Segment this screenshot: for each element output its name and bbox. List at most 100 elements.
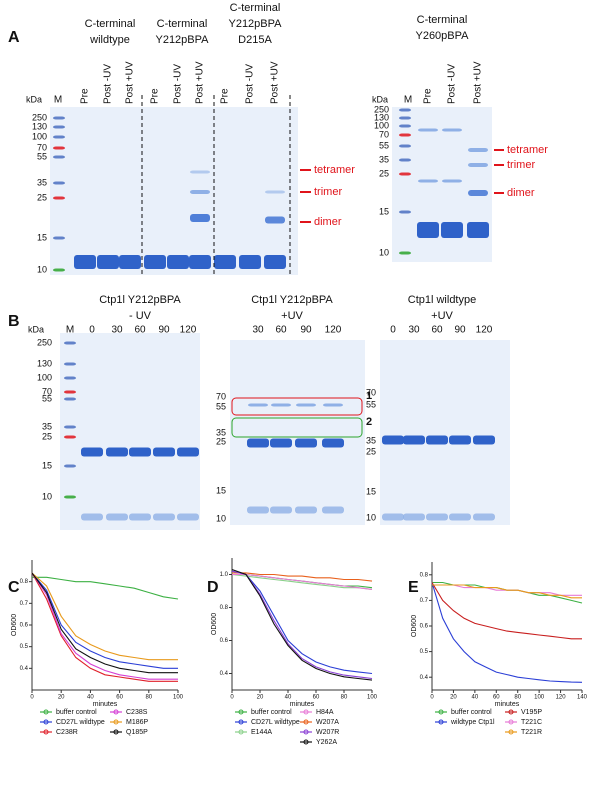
gel-band bbox=[382, 435, 404, 445]
box-label: 2 bbox=[366, 416, 372, 428]
gel-band bbox=[399, 116, 411, 120]
lane-group-header: Y212pBPA bbox=[228, 18, 282, 30]
marker-size: 10 bbox=[216, 513, 226, 523]
gel-band bbox=[399, 172, 411, 176]
gel-band bbox=[441, 222, 463, 238]
legend-marker bbox=[43, 709, 49, 715]
marker-size: 55 bbox=[216, 401, 226, 411]
gel-band bbox=[167, 255, 189, 269]
x-tick-label: 120 bbox=[556, 695, 567, 701]
y-tick-label: 0.4 bbox=[220, 671, 229, 677]
lane-label: 0 bbox=[390, 325, 396, 336]
legend-marker bbox=[113, 709, 119, 715]
marker-size: 35 bbox=[37, 177, 47, 187]
y-tick-label: 0.4 bbox=[20, 666, 29, 672]
legend-label: CD27L wildtype bbox=[56, 719, 105, 726]
legend-marker bbox=[438, 709, 444, 715]
band-label: trimer bbox=[314, 186, 342, 198]
marker-lane-label: M bbox=[54, 95, 62, 106]
panel-label: C bbox=[8, 579, 20, 596]
gel-band bbox=[97, 255, 119, 269]
gel-band bbox=[81, 513, 103, 521]
highlight-box bbox=[231, 417, 363, 438]
gel-band bbox=[64, 464, 76, 468]
legend-marker bbox=[43, 729, 49, 735]
marker-size: 10 bbox=[379, 247, 389, 257]
gel-band bbox=[239, 255, 261, 269]
y-tick-label: 0.8 bbox=[420, 572, 429, 578]
gel-band bbox=[53, 181, 65, 185]
lane-label: 90 bbox=[454, 325, 466, 336]
lane-label: Pre bbox=[80, 88, 91, 104]
gel-band bbox=[322, 506, 344, 514]
data-line bbox=[431, 582, 583, 683]
gel-band bbox=[399, 210, 411, 214]
marker-size: 55 bbox=[37, 151, 47, 161]
marker-size: 130 bbox=[374, 112, 389, 122]
marker-size: 35 bbox=[42, 421, 52, 431]
gel-band bbox=[442, 179, 462, 183]
marker-size: 250 bbox=[32, 112, 47, 122]
y-tick-label: 0.7 bbox=[420, 598, 429, 604]
gel-band bbox=[467, 222, 489, 238]
marker-size: 10 bbox=[42, 491, 52, 501]
legend-label: V195P bbox=[521, 709, 542, 716]
marker-size: 100 bbox=[374, 120, 389, 130]
x-axis-label: minutes bbox=[93, 701, 118, 708]
gel-band bbox=[106, 513, 128, 521]
lane-group-header: C-terminal bbox=[157, 18, 208, 30]
band-label: trimer bbox=[507, 159, 535, 171]
legend-marker bbox=[508, 709, 514, 715]
lane-label: Post +UV bbox=[270, 61, 281, 104]
gel-band bbox=[403, 435, 425, 445]
legend-label: C238S bbox=[126, 709, 148, 716]
legend-marker bbox=[238, 729, 244, 735]
x-tick-label: 100 bbox=[367, 695, 378, 701]
x-tick-label: 80 bbox=[341, 695, 348, 701]
legend-marker bbox=[113, 719, 119, 725]
lane-label: Post -UV bbox=[103, 64, 114, 104]
box-label: 1 bbox=[366, 390, 372, 402]
gel-band bbox=[53, 196, 65, 200]
gel-header: Ctp1l Y212pBPA bbox=[251, 294, 333, 306]
gel-band bbox=[399, 124, 411, 128]
band-label: tetramer bbox=[314, 164, 355, 176]
data-line bbox=[231, 570, 373, 675]
gel-band bbox=[442, 128, 462, 132]
gel-band bbox=[399, 158, 411, 162]
gel-band bbox=[74, 255, 96, 269]
gel-header: C-terminal bbox=[417, 14, 468, 26]
gel bbox=[392, 107, 492, 262]
gel-band bbox=[468, 148, 488, 152]
gel-band bbox=[53, 268, 65, 272]
legend-marker bbox=[303, 709, 309, 715]
x-tick-label: 40 bbox=[87, 695, 94, 701]
gel-band bbox=[322, 438, 344, 448]
legend-label: CD27L wildtype bbox=[251, 719, 300, 726]
marker-size: 25 bbox=[42, 431, 52, 441]
lane-label: Post -UV bbox=[245, 64, 256, 104]
panel-label: E bbox=[408, 579, 419, 596]
legend-label: buffer control bbox=[251, 709, 292, 716]
lane-group-header: D215A bbox=[238, 34, 272, 46]
gel bbox=[230, 340, 365, 525]
marker-size: 15 bbox=[379, 206, 389, 216]
lane-group-header: Y212pBPA bbox=[155, 34, 209, 46]
lane-label: 60 bbox=[134, 325, 146, 336]
x-tick-label: 80 bbox=[145, 695, 152, 701]
gel-band bbox=[214, 255, 236, 269]
gel-band bbox=[295, 438, 317, 448]
lane-label: Post -UV bbox=[447, 64, 458, 104]
marker-size: 25 bbox=[366, 446, 376, 456]
gel bbox=[380, 340, 510, 525]
y-axis-label: OD600 bbox=[11, 614, 18, 636]
gel-band bbox=[323, 403, 343, 407]
marker-size: 25 bbox=[37, 192, 47, 202]
panel-label: B bbox=[8, 313, 20, 330]
data-line bbox=[31, 572, 178, 682]
x-tick-label: 140 bbox=[577, 695, 588, 701]
legend-label: buffer control bbox=[451, 709, 492, 716]
panel-label: D bbox=[207, 579, 219, 596]
x-tick-label: 20 bbox=[450, 695, 457, 701]
gel-header: +UV bbox=[281, 310, 303, 322]
